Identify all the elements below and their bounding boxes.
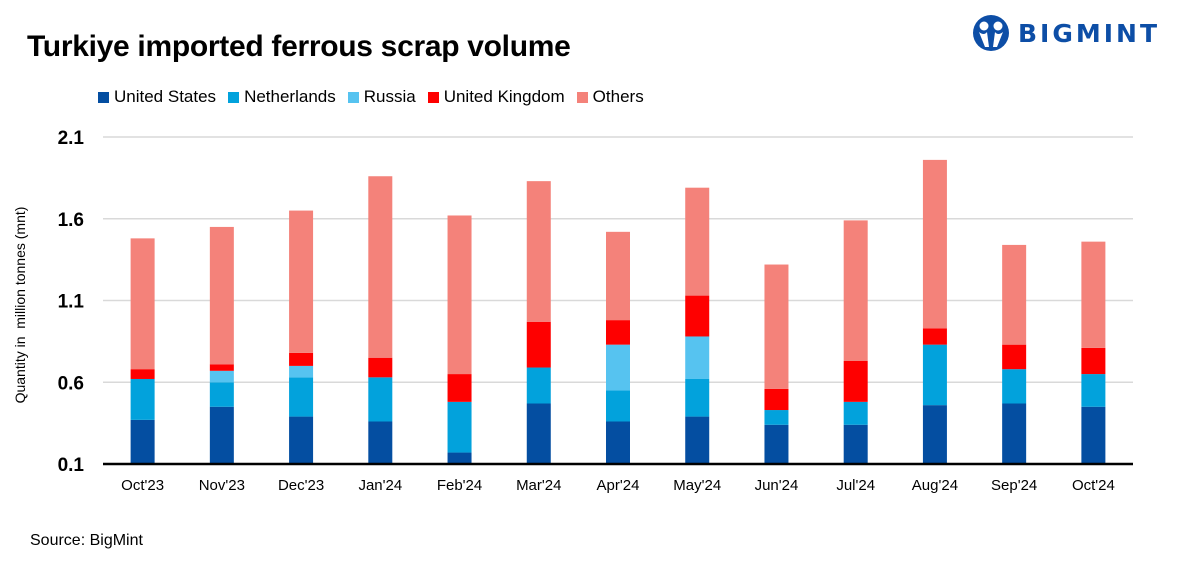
- bar-segment-others: [447, 215, 472, 375]
- bar-segment-netherlands: [368, 377, 393, 422]
- bar-segment-united-kingdom: [764, 388, 789, 411]
- legend: United States Netherlands Russia United Kin…: [98, 87, 656, 107]
- bar-segment-netherlands: [289, 377, 314, 417]
- bar-segment-others: [526, 181, 551, 322]
- bar-segment-netherlands: [685, 378, 710, 417]
- bar-segment-united-kingdom: [843, 360, 868, 402]
- x-tick-label: Dec'23: [278, 477, 324, 494]
- chart-title: Turkiye imported ferrous scrap volume: [27, 30, 571, 63]
- bar-segment-russia: [209, 370, 234, 383]
- legend-item: Russia: [347, 87, 416, 107]
- bar-segment-others: [289, 210, 314, 353]
- bar-segment-united-states: [526, 403, 551, 464]
- bar-segment-netherlands: [526, 367, 551, 404]
- bar-segment-others: [1081, 241, 1106, 348]
- y-tick-label: 2.1: [58, 128, 85, 149]
- bar-segment-united-kingdom: [526, 321, 551, 368]
- x-tick-label: Sep'24: [991, 477, 1037, 494]
- x-tick-label: Oct'23: [121, 477, 164, 494]
- bar-segment-netherlands: [606, 390, 630, 422]
- legend-label: United States: [114, 87, 217, 106]
- bar-segment-others: [764, 264, 789, 389]
- legend-label: Russia: [363, 87, 416, 106]
- bar-segment-united-states: [447, 452, 472, 464]
- logo-text: BIGMINT: [1018, 18, 1161, 48]
- bar-segment-united-kingdom: [289, 352, 314, 366]
- x-tick-label: Aug'24: [912, 477, 958, 494]
- x-tick-label: May'24: [673, 477, 721, 494]
- bigmint-logo-icon: [973, 15, 1009, 51]
- legend-swatch: [427, 91, 439, 103]
- y-tick-label: 1.6: [58, 210, 84, 231]
- bar-segment-united-states: [209, 406, 234, 464]
- bar-segment-netherlands: [1002, 369, 1027, 404]
- x-tick-label: Oct'24: [1072, 477, 1115, 494]
- bar-segment-united-kingdom: [209, 364, 234, 371]
- legend-item: Netherlands: [228, 87, 336, 107]
- bar-segment-others: [606, 231, 630, 321]
- bar-segment-netherlands: [922, 344, 947, 406]
- bar-segment-united-states: [130, 419, 155, 464]
- bar-segment-united-states: [368, 421, 393, 464]
- bigmint-logo: BIGMINT: [972, 14, 1160, 52]
- bar-segment-russia: [289, 365, 314, 378]
- bar-segment-united-states: [685, 416, 710, 464]
- y-tick-label: 1.1: [58, 292, 85, 313]
- x-tick-label: Apr'24: [597, 477, 640, 494]
- x-tick-label: Jul'24: [836, 477, 875, 494]
- bar-segment-united-states: [606, 421, 630, 464]
- legend-swatch: [347, 91, 359, 103]
- bar-segment-others: [1002, 244, 1027, 345]
- x-tick-label: Jan'24: [358, 477, 402, 494]
- bar-segment-others: [209, 226, 234, 365]
- bar-segment-russia: [685, 336, 710, 379]
- bar-segment-united-kingdom: [606, 320, 630, 345]
- bar-segment-netherlands: [1081, 374, 1106, 407]
- legend-label: Netherlands: [244, 87, 336, 106]
- bar-segment-united-kingdom: [1002, 344, 1027, 370]
- x-tick-label: Jun'24: [755, 477, 799, 494]
- bar-segment-others: [843, 220, 868, 361]
- legend-swatch: [98, 91, 109, 103]
- bar-segment-others: [685, 187, 710, 296]
- legend-item: Others: [576, 87, 644, 107]
- bar-segment-united-kingdom: [130, 369, 155, 379]
- bar-segment-united-kingdom: [922, 328, 947, 345]
- bar-segment-netherlands: [764, 410, 789, 425]
- legend-swatch: [576, 91, 588, 103]
- legend-label: United Kingdom: [443, 87, 565, 106]
- bar-segment-united-kingdom: [1081, 347, 1106, 375]
- x-tick-label: Feb'24: [437, 477, 482, 494]
- bar-segment-united-kingdom: [685, 295, 710, 337]
- bar-segment-netherlands: [447, 401, 472, 453]
- bar-segment-united-kingdom: [368, 357, 393, 378]
- bar-segment-others: [368, 176, 393, 358]
- legend-item: United Kingdom: [427, 87, 565, 107]
- legend-swatch: [228, 91, 240, 103]
- y-tick-label: 0.6: [58, 373, 84, 394]
- legend-label: Others: [592, 87, 644, 106]
- bar-segment-netherlands: [130, 378, 155, 420]
- x-tick-label: Mar'24: [516, 477, 561, 494]
- bar-segment-others: [922, 159, 947, 329]
- x-tick-label: Nov'23: [199, 477, 245, 494]
- bar-segment-others: [130, 238, 155, 370]
- bar-segment-united-states: [1002, 403, 1027, 464]
- bar-segment-united-states: [843, 424, 868, 464]
- source-note: Source: BigMint: [30, 532, 143, 549]
- bar-segment-netherlands: [209, 382, 234, 407]
- bar-segment-united-kingdom: [447, 374, 472, 402]
- legend-item: United States: [98, 87, 216, 107]
- bar-segment-russia: [606, 344, 630, 391]
- bar-segment-united-states: [1081, 406, 1106, 464]
- bar-segment-united-states: [764, 424, 789, 464]
- bar-segment-united-states: [922, 405, 947, 464]
- bar-segment-netherlands: [843, 401, 868, 425]
- y-tick-label: 0.1: [58, 455, 85, 476]
- bar-segment-united-states: [289, 416, 314, 464]
